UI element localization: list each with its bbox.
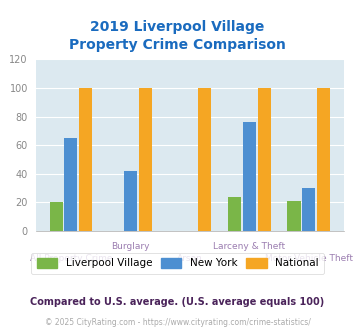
- Text: 2019 Liverpool Village
Property Crime Comparison: 2019 Liverpool Village Property Crime Co…: [69, 20, 286, 52]
- Bar: [228, 197, 241, 231]
- Bar: [288, 201, 301, 231]
- Text: Compared to U.S. average. (U.S. average equals 100): Compared to U.S. average. (U.S. average …: [31, 297, 324, 307]
- Bar: [64, 138, 77, 231]
- Text: Burglary: Burglary: [111, 243, 150, 251]
- Legend: Liverpool Village, New York, National: Liverpool Village, New York, National: [31, 253, 324, 274]
- Text: Arson: Arson: [177, 254, 203, 263]
- Bar: [243, 122, 256, 231]
- Bar: [317, 88, 330, 231]
- Bar: [50, 202, 62, 231]
- Bar: [198, 88, 211, 231]
- Text: Larceny & Theft: Larceny & Theft: [213, 243, 285, 251]
- Bar: [302, 188, 316, 231]
- Text: All Property Crime: All Property Crime: [30, 254, 112, 263]
- Bar: [139, 88, 152, 231]
- Bar: [79, 88, 92, 231]
- Text: Motor Vehicle Theft: Motor Vehicle Theft: [265, 254, 353, 263]
- Text: © 2025 CityRating.com - https://www.cityrating.com/crime-statistics/: © 2025 CityRating.com - https://www.city…: [45, 318, 310, 327]
- Bar: [258, 88, 271, 231]
- Bar: [124, 171, 137, 231]
